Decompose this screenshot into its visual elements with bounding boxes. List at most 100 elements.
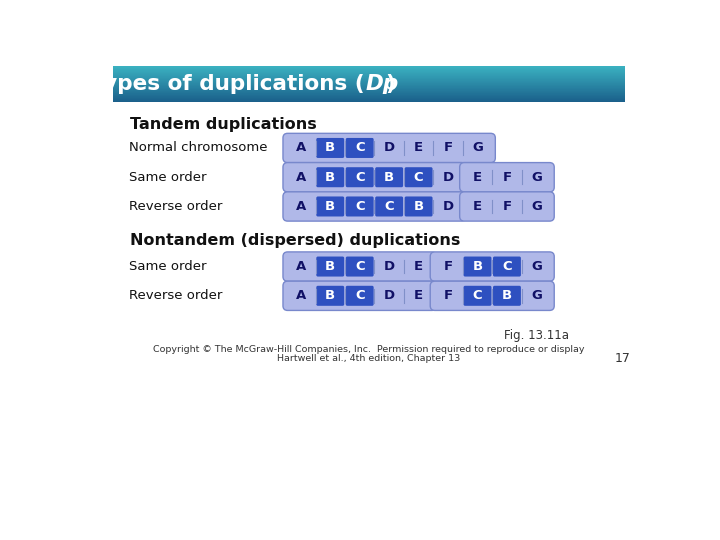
FancyBboxPatch shape	[375, 167, 403, 187]
Bar	[113, 73, 625, 74]
Bar	[113, 75, 625, 76]
Bar	[113, 89, 625, 90]
Bar	[113, 101, 625, 102]
Text: A: A	[296, 260, 306, 273]
Bar	[113, 79, 625, 80]
Bar	[113, 78, 625, 79]
Bar	[113, 69, 625, 70]
FancyBboxPatch shape	[316, 286, 344, 306]
Text: C: C	[355, 289, 364, 302]
Text: A: A	[296, 289, 306, 302]
Text: C: C	[384, 200, 394, 213]
Text: Copyright © The McGraw-Hill Companies, Inc.  Permission required to reproduce or: Copyright © The McGraw-Hill Companies, I…	[153, 345, 585, 354]
FancyBboxPatch shape	[493, 286, 521, 306]
FancyBboxPatch shape	[316, 138, 344, 158]
Text: E: E	[414, 260, 423, 273]
Text: Same order: Same order	[129, 260, 206, 273]
Bar	[113, 95, 625, 96]
Bar	[113, 99, 625, 100]
Text: E: E	[473, 200, 482, 213]
Text: B: B	[472, 260, 482, 273]
Text: B: B	[502, 289, 512, 302]
FancyBboxPatch shape	[316, 197, 344, 217]
Bar	[113, 85, 625, 86]
Text: D: D	[384, 141, 395, 154]
FancyBboxPatch shape	[283, 252, 436, 281]
Text: Nontandem (dispersed) duplications: Nontandem (dispersed) duplications	[130, 233, 461, 248]
Text: F: F	[444, 141, 453, 154]
FancyBboxPatch shape	[283, 163, 466, 192]
FancyBboxPatch shape	[464, 256, 492, 276]
Text: G: G	[472, 141, 483, 154]
Text: E: E	[473, 171, 482, 184]
Bar	[113, 93, 625, 94]
Text: Hartwell et al., 4th edition, Chapter 13: Hartwell et al., 4th edition, Chapter 13	[277, 354, 461, 363]
FancyBboxPatch shape	[346, 197, 374, 217]
Bar	[113, 92, 625, 93]
FancyBboxPatch shape	[405, 197, 433, 217]
FancyBboxPatch shape	[459, 163, 554, 192]
Bar	[113, 96, 625, 97]
Bar	[113, 90, 625, 91]
Text: Same order: Same order	[129, 171, 206, 184]
Bar	[113, 84, 625, 85]
Bar	[113, 88, 625, 89]
Bar	[113, 80, 625, 81]
Text: E: E	[414, 141, 423, 154]
Bar	[113, 97, 625, 98]
FancyBboxPatch shape	[346, 138, 374, 158]
Text: A: A	[296, 141, 306, 154]
FancyBboxPatch shape	[283, 133, 495, 163]
Bar	[113, 82, 625, 83]
Bar	[113, 71, 625, 72]
Bar	[113, 87, 625, 88]
Text: D: D	[384, 260, 395, 273]
Text: C: C	[355, 141, 364, 154]
Bar	[113, 77, 625, 78]
Bar	[113, 72, 625, 73]
Text: Types of duplications (: Types of duplications (	[91, 74, 364, 94]
FancyBboxPatch shape	[316, 167, 344, 187]
FancyBboxPatch shape	[346, 286, 374, 306]
Text: C: C	[414, 171, 423, 184]
Bar	[113, 86, 625, 87]
Text: Dp: Dp	[366, 74, 399, 94]
Bar	[113, 74, 625, 75]
Text: B: B	[325, 289, 336, 302]
FancyBboxPatch shape	[346, 167, 374, 187]
Text: Normal chromosome: Normal chromosome	[129, 141, 267, 154]
Text: F: F	[444, 260, 453, 273]
FancyBboxPatch shape	[431, 252, 554, 281]
FancyBboxPatch shape	[375, 197, 403, 217]
FancyBboxPatch shape	[493, 256, 521, 276]
FancyBboxPatch shape	[431, 281, 554, 310]
FancyBboxPatch shape	[283, 192, 466, 221]
Text: B: B	[384, 171, 395, 184]
Text: G: G	[531, 260, 542, 273]
Text: C: C	[502, 260, 512, 273]
Text: A: A	[296, 200, 306, 213]
Bar	[113, 98, 625, 99]
Text: B: B	[325, 200, 336, 213]
Text: C: C	[355, 200, 364, 213]
Bar	[113, 81, 625, 82]
Text: D: D	[443, 171, 454, 184]
Text: A: A	[296, 171, 306, 184]
Text: E: E	[414, 289, 423, 302]
Text: C: C	[355, 260, 364, 273]
Text: D: D	[443, 200, 454, 213]
Bar	[113, 100, 625, 101]
Text: G: G	[531, 289, 542, 302]
Text: Fig. 13.11a: Fig. 13.11a	[504, 329, 569, 342]
FancyBboxPatch shape	[464, 286, 492, 306]
Text: B: B	[325, 171, 336, 184]
Text: F: F	[444, 289, 453, 302]
Bar	[113, 68, 625, 69]
FancyBboxPatch shape	[459, 192, 554, 221]
Text: C: C	[355, 171, 364, 184]
Text: Reverse order: Reverse order	[129, 289, 222, 302]
Text: B: B	[325, 260, 336, 273]
Text: B: B	[325, 141, 336, 154]
Text: C: C	[473, 289, 482, 302]
Bar	[113, 94, 625, 95]
